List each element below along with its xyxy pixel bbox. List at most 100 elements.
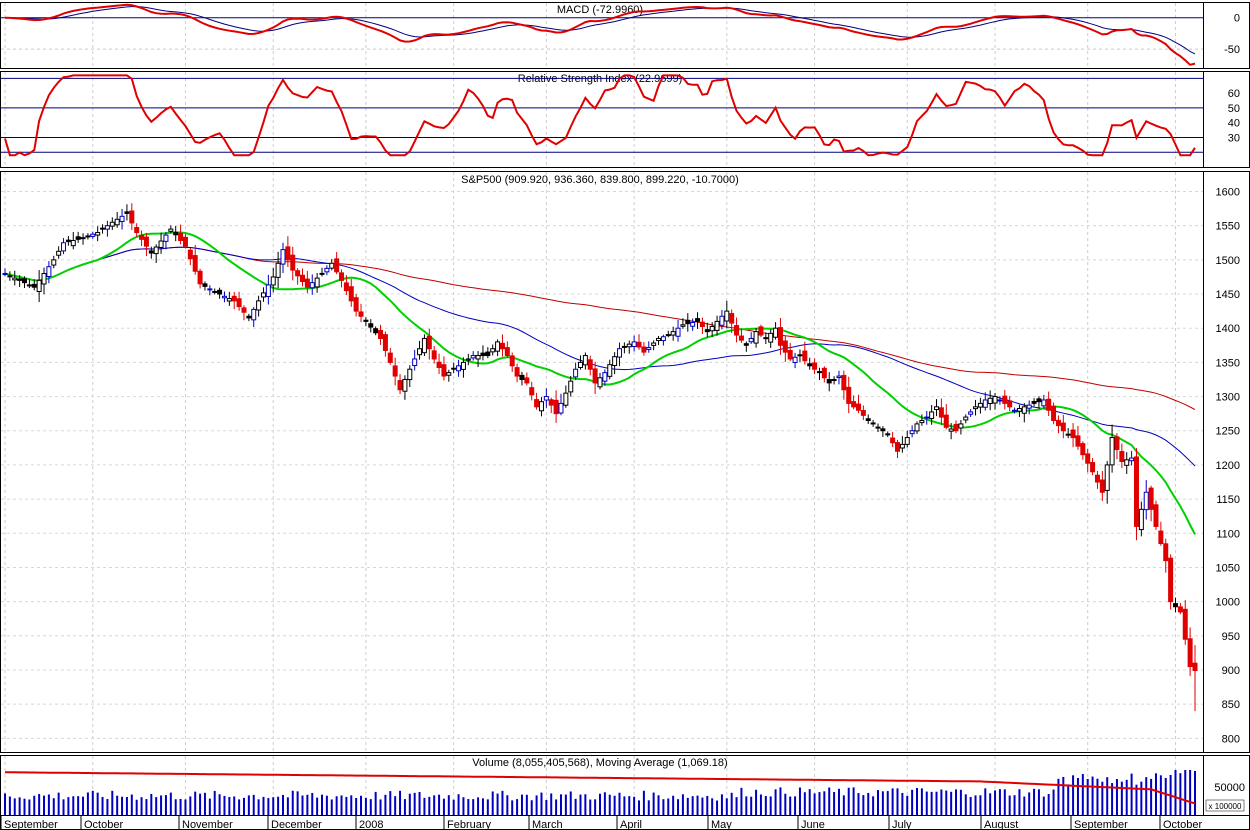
candle-body bbox=[1138, 508, 1144, 531]
candle-body bbox=[1119, 451, 1125, 463]
candle-body bbox=[421, 337, 427, 354]
candle-body bbox=[407, 368, 413, 381]
candle-body bbox=[139, 234, 145, 240]
candle-body bbox=[768, 332, 774, 343]
candle-body bbox=[485, 351, 491, 357]
date-axis-label: May bbox=[711, 819, 732, 830]
candle-body bbox=[538, 401, 544, 412]
date-axis-label: September bbox=[1074, 819, 1128, 830]
price-tick-label: 1350 bbox=[1216, 357, 1240, 369]
rsi-tick-label: 40 bbox=[1228, 118, 1240, 130]
candle-body bbox=[548, 399, 554, 406]
candle-body bbox=[621, 345, 627, 348]
candle-body bbox=[738, 335, 744, 341]
candle-body bbox=[334, 258, 340, 273]
candle-body bbox=[143, 236, 149, 247]
candle-body bbox=[397, 380, 403, 391]
price-tick-label: 1250 bbox=[1216, 426, 1240, 438]
candle-body bbox=[178, 232, 184, 241]
candle-body bbox=[17, 278, 23, 281]
candle-body bbox=[246, 315, 252, 319]
candle-body bbox=[846, 386, 852, 404]
macd-signal-line bbox=[5, 6, 1196, 55]
candle-body bbox=[724, 310, 730, 322]
candle-body bbox=[300, 274, 305, 283]
candle-body bbox=[1104, 464, 1110, 491]
candle-body bbox=[75, 236, 81, 240]
candle-body bbox=[446, 372, 452, 376]
candle-body bbox=[314, 277, 320, 288]
candle-body bbox=[1177, 606, 1183, 613]
candle-body bbox=[256, 300, 262, 311]
candle-body bbox=[714, 320, 720, 331]
candle-body bbox=[904, 437, 910, 445]
candle-body bbox=[343, 282, 349, 292]
candle-body bbox=[685, 319, 691, 325]
candle-body bbox=[719, 315, 725, 326]
candle-body bbox=[1060, 422, 1066, 432]
candle-body bbox=[524, 377, 530, 384]
date-axis-label: July bbox=[892, 819, 912, 830]
candle-body bbox=[504, 347, 510, 357]
candle-body bbox=[1051, 405, 1057, 421]
date-axis-label: June bbox=[801, 819, 825, 830]
candle-body bbox=[221, 295, 227, 299]
candle-body bbox=[65, 239, 71, 243]
candle-body bbox=[1036, 398, 1042, 403]
candle-body bbox=[802, 350, 808, 362]
candle-body bbox=[758, 326, 764, 336]
candle-body bbox=[963, 416, 969, 421]
candle-body bbox=[7, 275, 13, 278]
price-tick-label: 1600 bbox=[1216, 187, 1240, 199]
candle-body bbox=[953, 423, 959, 432]
candle-body bbox=[490, 348, 496, 353]
volume-scale-tag: x 100000 bbox=[1209, 802, 1242, 811]
candle-body bbox=[729, 313, 735, 324]
rsi-tick-label: 50 bbox=[1228, 103, 1240, 115]
price-tick-label: 850 bbox=[1222, 699, 1240, 711]
date-axis-label: December bbox=[271, 819, 322, 830]
volume-panel: 50000 x 100000 bbox=[4, 770, 1245, 815]
candle-body bbox=[929, 411, 935, 419]
candle-body bbox=[699, 321, 705, 328]
candle-body bbox=[290, 254, 296, 271]
candle-body bbox=[612, 356, 618, 367]
candle-body bbox=[782, 340, 788, 353]
candle-body bbox=[168, 228, 174, 232]
candle-body bbox=[1148, 487, 1154, 510]
price-tick-label: 1000 bbox=[1216, 597, 1240, 609]
candle-body bbox=[363, 319, 369, 322]
candle-body bbox=[529, 387, 535, 396]
candle-body bbox=[997, 399, 1003, 402]
candle-body bbox=[158, 240, 164, 248]
candle-body bbox=[295, 270, 301, 277]
candle-body bbox=[251, 308, 257, 321]
candle-body bbox=[568, 380, 574, 393]
candle-body bbox=[807, 363, 813, 367]
candle-body bbox=[31, 283, 37, 288]
candle-body bbox=[1007, 400, 1013, 408]
date-axis-label: February bbox=[447, 819, 492, 830]
candle-body bbox=[641, 346, 647, 353]
candle-body bbox=[607, 364, 613, 377]
candle-body bbox=[173, 231, 179, 236]
candle-body bbox=[914, 423, 920, 432]
macd-panel: 0 -50 bbox=[1, 3, 1240, 66]
candle-body bbox=[119, 215, 125, 223]
candle-body bbox=[582, 355, 588, 366]
candle-body bbox=[124, 211, 130, 214]
candle-body bbox=[207, 288, 213, 291]
candle-body bbox=[231, 295, 237, 302]
candle-body bbox=[80, 237, 86, 240]
candle-body bbox=[792, 356, 798, 364]
candle-body bbox=[70, 239, 76, 247]
candle-body bbox=[777, 327, 783, 346]
candle-body bbox=[182, 236, 188, 247]
candle-body bbox=[670, 331, 676, 336]
candle-body bbox=[948, 428, 954, 432]
candle-body bbox=[456, 365, 462, 372]
candle-body bbox=[982, 399, 988, 408]
candle-body bbox=[987, 397, 993, 404]
candle-body bbox=[217, 289, 223, 295]
candle-body bbox=[558, 402, 564, 414]
